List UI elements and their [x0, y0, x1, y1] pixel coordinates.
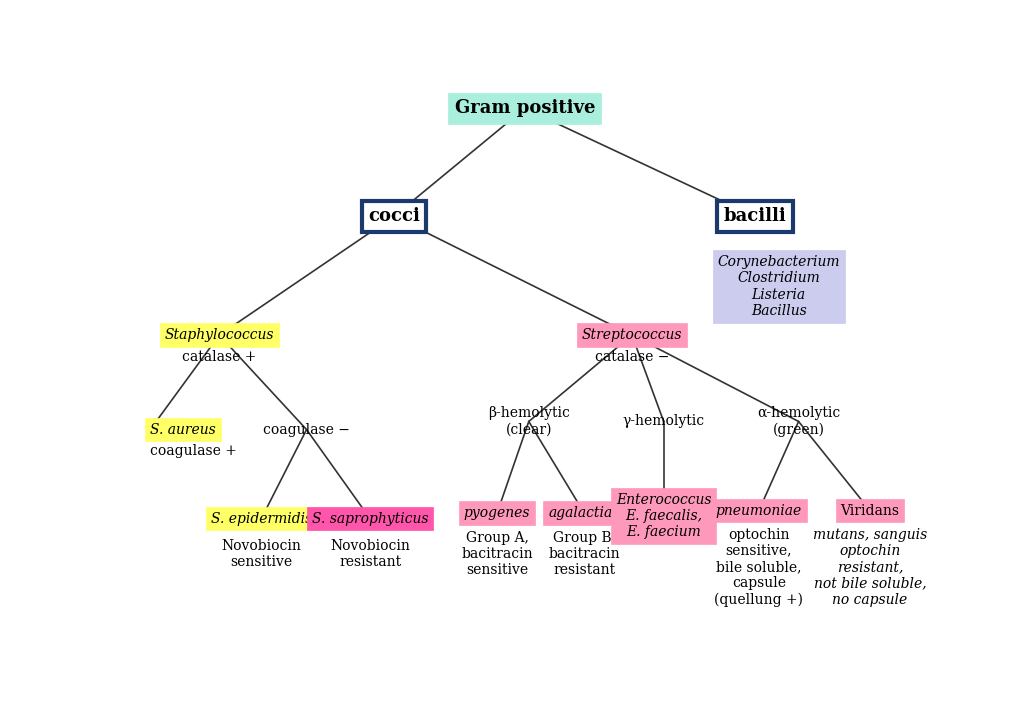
- Text: pneumoniae: pneumoniae: [716, 503, 802, 517]
- Text: Novobiocin
resistant: Novobiocin resistant: [330, 538, 410, 569]
- Text: coagulase −: coagulase −: [263, 423, 350, 437]
- Text: cocci: cocci: [368, 207, 420, 225]
- Text: Streptococcus: Streptococcus: [582, 328, 682, 342]
- Text: Viridans: Viridans: [841, 503, 899, 517]
- Text: Group B,
bacitracin
resistant: Group B, bacitracin resistant: [549, 531, 621, 577]
- Text: Group A,
bacitracin
sensitive: Group A, bacitracin sensitive: [461, 531, 532, 577]
- Text: bacilli: bacilli: [724, 207, 786, 225]
- Text: Enterococcus
E. faecalis,
E. faecium: Enterococcus E. faecalis, E. faecium: [615, 493, 712, 539]
- Text: α-hemolytic
(green): α-hemolytic (green): [757, 406, 841, 437]
- Text: Staphylococcus: Staphylococcus: [165, 328, 274, 342]
- Text: catalase +: catalase +: [182, 350, 256, 364]
- Text: S. epidermidis: S. epidermidis: [211, 512, 312, 526]
- Text: γ-hemolytic: γ-hemolytic: [623, 414, 705, 428]
- Text: Corynebacterium
Clostridium
Listeria
Bacillus: Corynebacterium Clostridium Listeria Bac…: [718, 255, 840, 318]
- Text: β-hemolytic
(clear): β-hemolytic (clear): [487, 407, 569, 437]
- Text: coagulase +: coagulase +: [151, 444, 238, 458]
- Text: Novobiocin
sensitive: Novobiocin sensitive: [221, 538, 301, 569]
- Text: pyogenes: pyogenes: [464, 506, 530, 520]
- Text: S. saprophyticus: S. saprophyticus: [311, 512, 428, 526]
- Text: agalactiae: agalactiae: [548, 506, 621, 520]
- Text: catalase −: catalase −: [595, 350, 669, 364]
- Text: Gram positive: Gram positive: [455, 100, 595, 117]
- Text: optochin
sensitive,
bile soluble,
capsule
(quellung +): optochin sensitive, bile soluble, capsul…: [715, 528, 804, 607]
- Text: mutans, sanguis
optochin
resistant,
not bile soluble,
no capsule: mutans, sanguis optochin resistant, not …: [813, 528, 927, 606]
- Text: S. aureus: S. aureus: [151, 423, 216, 437]
